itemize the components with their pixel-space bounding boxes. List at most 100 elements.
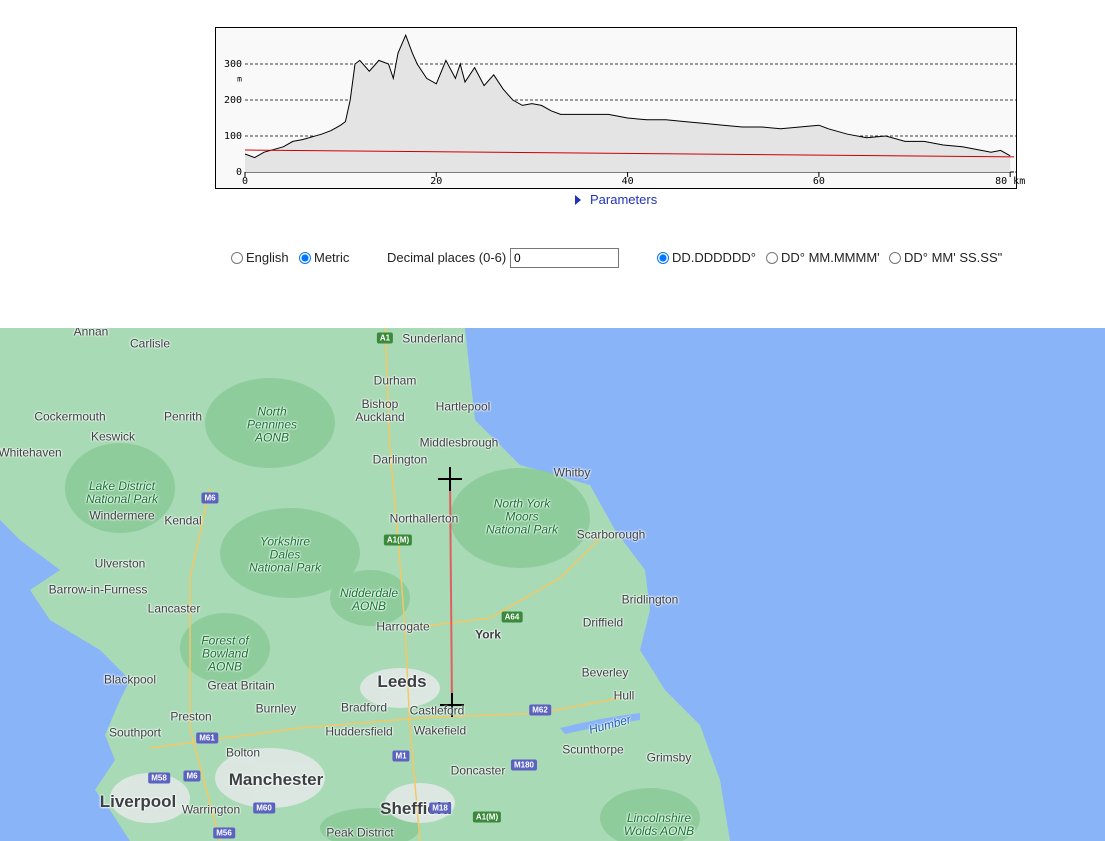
map-label: Great Britain [207, 678, 275, 693]
format-option[interactable]: DD° MM' SS.SS" [889, 250, 1002, 265]
map-label: Middlesbrough [419, 435, 499, 450]
map-label: Yorkshire Dales National Park [248, 534, 322, 575]
map-label: Peak District [326, 825, 394, 840]
y-tick-label: 100 [224, 131, 242, 142]
format-option-text: DD° MM' SS.SS" [904, 250, 1003, 265]
unit-option-radio[interactable] [299, 251, 311, 264]
x-tick-label: 0 [242, 176, 248, 187]
map-label: Lake District National Park [85, 479, 159, 506]
map-base [0, 328, 1105, 841]
map-label: Keswick [90, 429, 136, 444]
format-option[interactable]: DD.DDDDDD° [657, 250, 756, 265]
map-label: Scarborough [576, 527, 646, 542]
road-shield: A1(M) [383, 534, 413, 546]
elevation-chart: 0 100 200 300 m 0 20 40 60 80 km [215, 27, 1025, 189]
humber-estuary [560, 713, 640, 734]
y-tick-label: 0 [236, 167, 242, 178]
unit-option[interactable]: Metric [299, 250, 349, 265]
x-tick-label: 40 [622, 176, 634, 187]
map-label: Preston [170, 709, 212, 724]
map-label: Penrith [163, 409, 203, 424]
y-tick-label: 300 [224, 59, 242, 70]
road-shield: M180 [510, 759, 538, 771]
y-unit: m [237, 75, 242, 84]
road-shield: A1(M) [472, 811, 502, 823]
decimal-label: Decimal places (0-6) [387, 250, 507, 265]
road-shield: M6 [183, 770, 201, 782]
map-label: Barrow-in-Furness [48, 582, 148, 597]
map-label: Warrington [181, 802, 241, 817]
map[interactable]: Annan Carlisle Sunderland Durham Bishop Auck… [0, 328, 1105, 841]
x-tick-label: 60 [813, 176, 825, 187]
road-shield: M1 [392, 750, 410, 762]
roads [149, 328, 621, 841]
map-label: Burnley [255, 701, 297, 716]
map-label: Lincolnshire Wolds AONB [623, 811, 695, 838]
unit-option-radio[interactable] [231, 251, 243, 264]
format-option-radio[interactable] [889, 251, 901, 264]
expand-icon [575, 194, 581, 205]
parameters-link[interactable]: Parameters [575, 192, 657, 207]
road-shield: M56 [213, 827, 235, 839]
unit-option-text: Metric [314, 250, 350, 265]
route-line [449, 478, 453, 706]
sight-line [244, 149, 1015, 158]
map-label: Sunderland [402, 331, 464, 346]
map-label: Cockermouth [34, 409, 106, 424]
map-label: Forest of Bowland AONB [201, 633, 249, 674]
urban-areas [110, 668, 455, 823]
map-label: Driffield [582, 615, 624, 630]
format-option-radio[interactable] [766, 251, 778, 264]
map-label: North Pennines AONB [246, 404, 298, 445]
unit-option-text: English [246, 250, 289, 265]
map-label: Hartlepool [435, 399, 491, 414]
map-label: Whitehaven [0, 445, 62, 460]
map-label: Southport [108, 725, 162, 740]
format-option-text: DD.DDDDDD° [672, 250, 756, 265]
map-label: Liverpool [99, 792, 177, 811]
road-shield: A1 [376, 332, 394, 344]
map-label: Hull [613, 688, 635, 703]
park-areas [65, 378, 700, 841]
map-label: Leeds [377, 672, 427, 691]
x-tick-label: 20 [430, 176, 442, 187]
map-label: Annan [73, 328, 109, 339]
format-option-text: DD° MM.MMMM' [781, 250, 880, 265]
map-label: North York Moors National Park [485, 496, 559, 537]
map-label: Lancaster [147, 601, 201, 616]
map-label: Bolton [225, 745, 261, 760]
map-label: Grimsby [646, 750, 692, 765]
format-option[interactable]: DD° MM.MMMM' [766, 250, 880, 265]
map-label: Blackpool [103, 672, 157, 687]
profile-area [245, 35, 1011, 173]
map-label: Castleford [409, 703, 465, 718]
map-label: Scunthorpe [562, 742, 624, 757]
road-shield: A64 [501, 611, 523, 623]
map-label: Bridlington [621, 592, 679, 607]
unit-option[interactable]: English [231, 250, 289, 265]
map-label: Northallerton [389, 511, 459, 526]
map-label: Doncaster [450, 763, 506, 778]
profile-line [244, 33, 1011, 159]
x-tick-label: 80 km [995, 176, 1025, 187]
y-tick-label: 200 [224, 95, 242, 106]
route-markers [438, 467, 464, 717]
map-label: Bradford [340, 700, 388, 715]
map-label: Darlington [372, 452, 428, 467]
map-label: Nidderdale AONB [339, 586, 399, 613]
map-label: Kendal [164, 513, 202, 528]
map-label: Wakefield [413, 723, 467, 738]
map-label: Windermere [89, 508, 155, 523]
map-label: Whitby [553, 465, 591, 480]
decimal-input[interactable] [510, 248, 619, 268]
map-label: Huddersfield [325, 724, 393, 739]
road-shield: M61 [196, 732, 218, 744]
road-shield: M58 [148, 772, 170, 784]
map-label: Ulverston [94, 556, 146, 571]
road-shield: M60 [253, 802, 275, 814]
format-option-radio[interactable] [657, 251, 669, 264]
map-label: Carlisle [129, 336, 171, 351]
road-shield: M18 [429, 802, 451, 814]
parameters-text: Parameters [590, 192, 658, 207]
